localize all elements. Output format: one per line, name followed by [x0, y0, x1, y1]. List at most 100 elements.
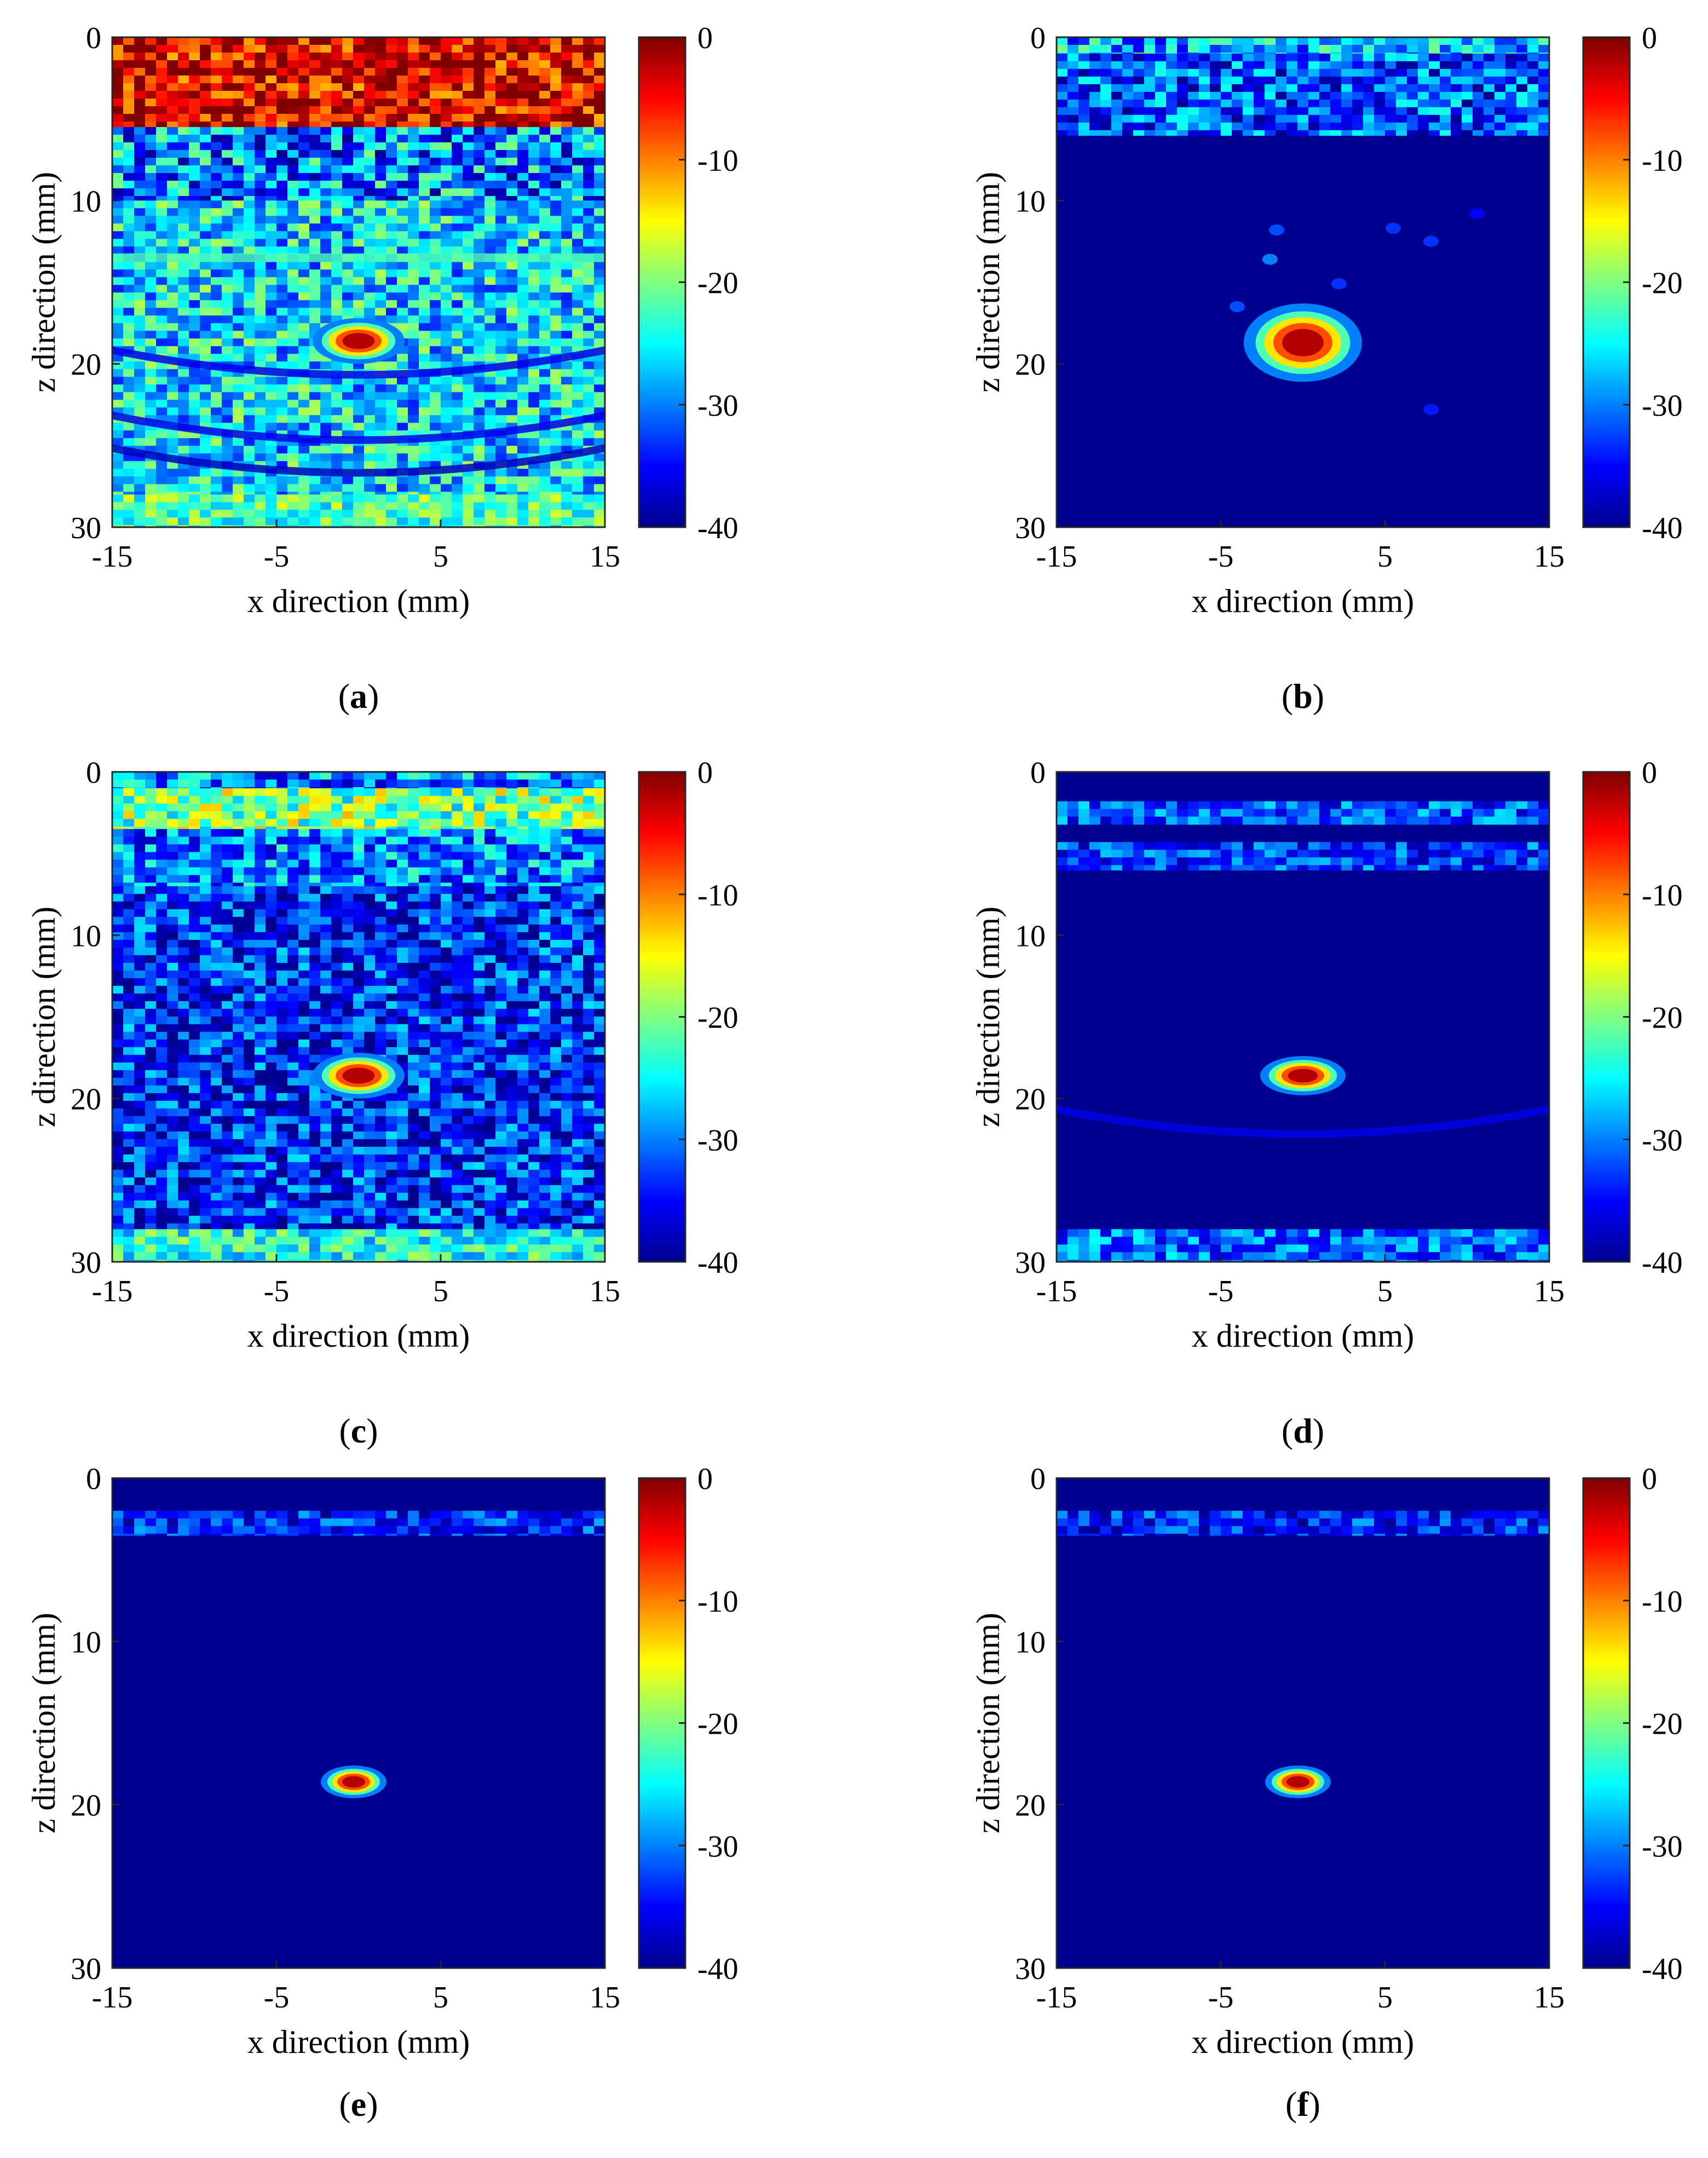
heatmap-speckle [1262, 253, 1278, 265]
colorbar [1582, 36, 1631, 528]
x-tick-label: 5 [1377, 1981, 1393, 2015]
x-tick-label: -15 [1036, 1981, 1077, 2015]
y-axis-label: z direction (mm) [26, 1613, 62, 1833]
colorbar [638, 1477, 686, 1969]
heatmap-image [1057, 37, 1549, 416]
colorbar-tick-label: -10 [1642, 144, 1683, 178]
heatmap-image [112, 1510, 605, 1798]
colorbar-tick-label: -40 [1642, 1246, 1683, 1280]
x-tick-label: -15 [92, 540, 133, 574]
heatmap-arc [1057, 1105, 1549, 1138]
heatmap-band [1057, 1510, 1549, 1536]
heatmap-band [112, 886, 605, 1230]
y-tick-label: 0 [86, 21, 101, 55]
x-tick-label: -5 [264, 1981, 290, 2015]
x-tick-label: 5 [433, 1981, 448, 2015]
y-tick-label: 20 [71, 1789, 101, 1823]
heatmap-band [112, 772, 605, 789]
heatmap-background [112, 1478, 605, 1968]
heatmap-speckle [1423, 404, 1439, 416]
heatmap-band [112, 494, 605, 527]
axes-frame [1055, 1477, 1550, 1969]
panel-c: -15 -5 5 15 0 10 20 30 x direction (mm) z directi… [26, 756, 738, 1450]
y-tick-label: 0 [1030, 756, 1046, 790]
x-tick-label: -15 [92, 1274, 133, 1308]
x-tick-label: -15 [1036, 1274, 1077, 1308]
x-tick-label: 15 [590, 1981, 620, 2015]
y-axis-label: z direction (mm) [26, 907, 62, 1127]
axes-frame [1055, 36, 1550, 528]
x-tick-label: 15 [590, 540, 620, 574]
heatmap-band [1057, 842, 1549, 870]
panel-e: -15 -5 5 15 0 10 20 30 x direction (mm) z directi… [26, 1462, 738, 2124]
heatmap-image [112, 37, 605, 527]
y-tick-label: 10 [1015, 184, 1046, 218]
x-tick-label: 5 [433, 540, 448, 574]
heatmap-band [112, 1229, 605, 1262]
colorbar-tick-label: -30 [697, 389, 738, 423]
panel-label: (f) [1285, 2085, 1320, 2124]
x-tick-label: -5 [264, 540, 290, 574]
y-tick-label: 10 [1015, 1625, 1046, 1659]
x-tick-label: -5 [1208, 540, 1234, 574]
x-axis-label: x direction (mm) [1192, 1318, 1415, 1354]
x-tick-label: 5 [433, 1274, 448, 1308]
x-tick-label: -5 [1208, 1981, 1234, 2015]
heatmap-band [112, 127, 605, 201]
x-tick-label: 15 [1534, 1981, 1565, 2015]
colorbar-tick-label: -10 [1642, 879, 1683, 913]
x-tick-label: -15 [92, 1981, 133, 2015]
target-point [313, 1053, 405, 1099]
panel-label: (b) [1282, 677, 1324, 716]
target-point [1260, 1056, 1346, 1095]
x-tick-label: -5 [264, 1274, 290, 1308]
heatmap-arc [112, 412, 605, 444]
y-tick-label: 0 [86, 756, 101, 790]
panel-label: (e) [339, 2085, 378, 2124]
colorbar-tick-label: 0 [697, 1462, 713, 1496]
colorbar [1582, 771, 1631, 1263]
heatmap-speckle [1386, 223, 1401, 234]
panel-d: -15 -5 5 15 0 10 20 30 x direction (mm) z directi… [970, 756, 1683, 1450]
axes-frame [111, 36, 606, 528]
heatmap-band [112, 829, 605, 887]
panel-label: (c) [339, 1411, 378, 1450]
colorbar-tick-label: -40 [697, 1952, 738, 1986]
y-tick-label: 30 [71, 1246, 101, 1280]
y-tick-label: 10 [1015, 919, 1046, 953]
heatmap-image [112, 772, 605, 1262]
colorbar-tick-label: 0 [697, 21, 713, 55]
heatmap-speckle [1230, 301, 1245, 313]
panel-label: (d) [1282, 1411, 1324, 1450]
heatmap-speckle [1331, 278, 1347, 290]
colorbar-tick-label: 0 [697, 756, 713, 790]
heatmap-band [112, 200, 605, 495]
colorbar-tick-label: 0 [1642, 21, 1657, 55]
heatmap-band [1057, 37, 1549, 54]
heatmap-layer [112, 253, 605, 262]
y-tick-label: 10 [71, 184, 101, 218]
colorbar-tick-label: -20 [1642, 267, 1683, 301]
colorbar [638, 36, 686, 528]
heatmap-image [1057, 801, 1549, 1262]
y-tick-label: 30 [1015, 1246, 1046, 1280]
colorbar-tick-label: -20 [1642, 1707, 1683, 1741]
axes-frame [111, 771, 606, 1263]
y-tick-label: 10 [71, 1625, 101, 1659]
x-axis-label: x direction (mm) [1192, 2024, 1415, 2060]
y-tick-label: 30 [1015, 1952, 1046, 1986]
target-point [1244, 303, 1362, 382]
heatmap-band [112, 788, 605, 830]
heatmap-band [1057, 801, 1549, 825]
colorbar-tick-label: -30 [697, 1123, 738, 1157]
heatmap-speckle [1469, 208, 1485, 220]
colorbar-tick-label: -20 [697, 1001, 738, 1035]
x-tick-label: 5 [1377, 540, 1393, 574]
panel-b: -15 -5 5 15 0 10 20 30 x direction (mm) z directi… [970, 21, 1683, 716]
colorbar-tick-label: -30 [697, 1830, 738, 1863]
y-tick-label: 0 [86, 1462, 101, 1496]
colorbar-tick-label: -40 [697, 1246, 738, 1280]
axes-frame [1055, 771, 1550, 1263]
colorbar [638, 771, 686, 1263]
colorbar-tick-label: -30 [1642, 1123, 1683, 1157]
